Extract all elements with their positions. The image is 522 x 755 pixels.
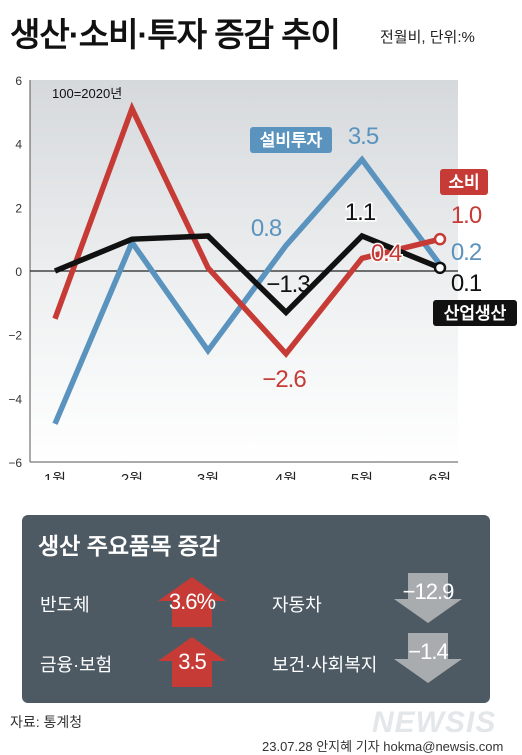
up-arrow-icon: 3.5 <box>158 637 226 687</box>
legend-industrial-output-label: 산업생산 <box>444 304 507 323</box>
y-tick-label: 4 <box>15 138 22 152</box>
data-label: 1.0 <box>451 202 482 229</box>
item-label-finance-insurance: 금융·보험 <box>40 655 113 675</box>
credit-line: 23.07.28 안지혜 기자 hokma@newsis.com <box>262 739 504 754</box>
data-label: 0.2 <box>451 239 482 266</box>
data-label: −2.6 <box>262 366 306 393</box>
x-tick-label: 6월 <box>429 471 451 480</box>
data-label: −1.3 <box>266 271 310 298</box>
newsis-logo: NEWSIS <box>372 706 497 739</box>
legend-capex-label: 설비투자 <box>260 131 323 150</box>
legend-industrial-output-box <box>433 300 517 326</box>
legend-consumption-label: 소비 <box>448 173 479 192</box>
end-marker <box>433 261 447 275</box>
item-value-health-welfare: −1.4 <box>408 639 448 664</box>
unit-note: 전월비, 단위:% <box>380 29 475 46</box>
base-year-note: 100=2020년 <box>52 86 122 101</box>
y-tick-label: 2 <box>15 201 22 215</box>
y-tick-label: 6 <box>15 74 22 88</box>
item-value-semiconductor: 3.6% <box>168 589 216 614</box>
x-tick-label: 2월 <box>121 471 143 480</box>
y-tick-label: −4 <box>8 392 22 406</box>
item-label-semiconductor: 반도체 <box>40 595 90 615</box>
y-tick-label: −2 <box>8 329 22 343</box>
item-value-finance-insurance: 3.5 <box>178 649 207 674</box>
series-line-0 <box>52 155 443 425</box>
item-value-automobile: −12.9 <box>402 579 455 604</box>
data-label: 0.8 <box>251 215 282 242</box>
down-arrow-icon: −12.9 <box>394 573 462 623</box>
data-label: 1.1 <box>345 199 376 226</box>
item-label-health-welfare: 보건·사회복지 <box>272 655 378 675</box>
y-tick-label: −6 <box>8 456 22 470</box>
x-tick-label: 5월 <box>351 471 373 480</box>
data-label: 0.1 <box>451 270 482 297</box>
chart-title: 생산·소비·투자 증감 추이 <box>10 16 341 53</box>
source-note: 자료: 통계청 <box>10 714 83 730</box>
key-items-panel: 생산 주요품목 증감 반도체 3.6% 자동차 −12.9 금융·보험 3.5 … <box>22 515 490 703</box>
data-label: 0.4 <box>371 240 402 267</box>
down-arrow-icon: −1.4 <box>394 633 462 683</box>
x-tick-label: 4월 <box>275 471 297 480</box>
data-label: 3.5 <box>348 123 379 150</box>
legend-capex-box <box>250 127 332 153</box>
panel-title: 생산 주요품목 증감 <box>38 533 221 559</box>
series-line-2 <box>53 232 442 317</box>
end-marker <box>433 232 447 246</box>
item-label-automobile: 자동차 <box>272 595 322 615</box>
y-tick-label: 0 <box>15 265 22 279</box>
line-chart: 6 4 2 0 −2 −4 −6 1월 2월 3월 4월 5월 6월 100=2020년 0.8 3.5 0.2… <box>8 74 517 480</box>
x-tick-label: 1월 <box>44 471 66 480</box>
legend-consumption-box <box>440 169 488 195</box>
series-line-1 <box>52 101 441 359</box>
up-arrow-icon: 3.6% <box>158 577 226 627</box>
x-tick-label: 3월 <box>197 471 219 480</box>
